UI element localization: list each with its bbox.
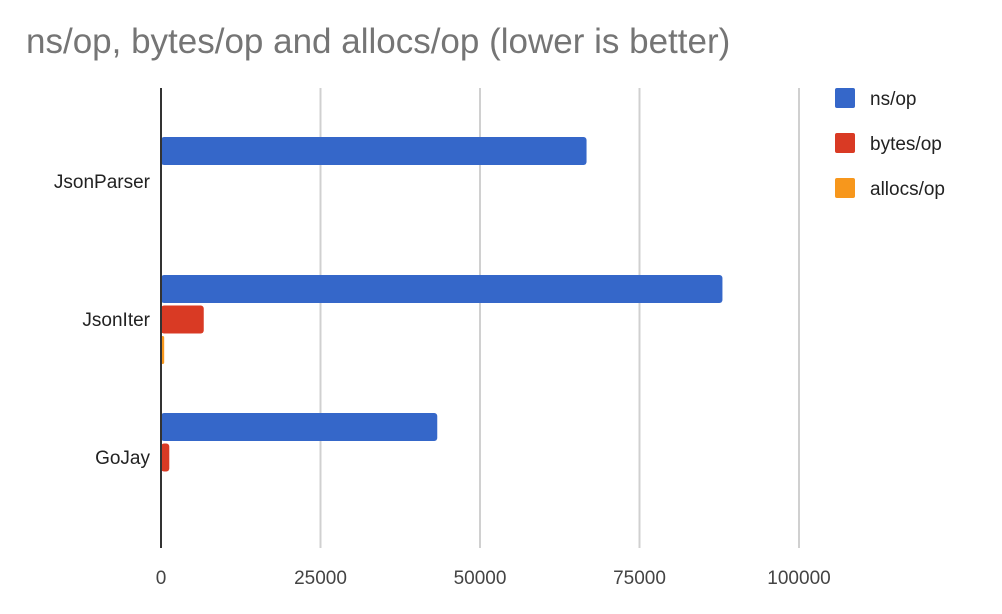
category-label: JsonIter — [82, 310, 150, 331]
category-label: GoJay — [95, 448, 150, 469]
legend-label: ns/op — [870, 89, 916, 110]
bar-ns-op-jsoniter — [161, 275, 723, 303]
x-tick-label: 50000 — [454, 568, 507, 589]
category-label: JsonParser — [54, 172, 151, 193]
legend-label: bytes/op — [870, 134, 942, 155]
x-tick-label: 0 — [156, 568, 167, 589]
legend-swatch — [835, 133, 855, 153]
x-tick-label: 75000 — [613, 568, 666, 589]
bar-ns-op-jsonparser — [161, 137, 587, 165]
chart-title: ns/op, bytes/op and allocs/op (lower is … — [26, 22, 731, 61]
legend-label: allocs/op — [870, 179, 945, 200]
bar-bytes-op-gojay — [161, 443, 170, 472]
bar-ns-op-gojay — [161, 413, 438, 441]
x-tick-label: 25000 — [294, 568, 347, 589]
legend-swatch — [835, 178, 855, 198]
bar-bytes-op-jsoniter — [161, 305, 204, 334]
x-tick-label: 100000 — [767, 568, 830, 589]
legend-swatch — [835, 88, 855, 108]
